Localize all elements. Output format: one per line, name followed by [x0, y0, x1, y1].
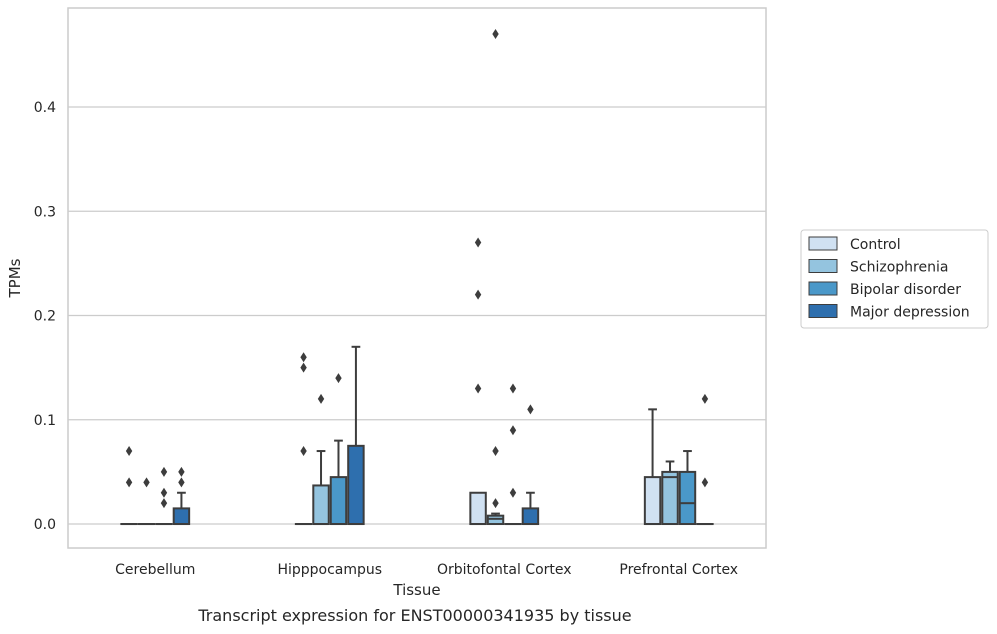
- x-tick-label: Hipppocampus: [277, 562, 382, 578]
- outlier-point: [492, 498, 499, 509]
- y-tick-label: 0.4: [34, 100, 56, 116]
- box-iqr: [329, 476, 348, 526]
- outlier-point: [474, 383, 482, 394]
- outlier-point: [300, 446, 307, 457]
- box-1-1: [312, 393, 330, 526]
- box-0-3: [643, 408, 662, 526]
- box-2-3: [678, 450, 697, 526]
- y-tick-label: 0.3: [34, 204, 56, 220]
- legend: Control Schizophrenia Bipolar disorder Majo…: [800, 229, 989, 329]
- outlier-point: [317, 393, 325, 404]
- outlier-point: [160, 466, 168, 477]
- outlier-point: [492, 29, 499, 40]
- box-iqr: [347, 444, 365, 526]
- x-axis-label: Tissue: [392, 581, 440, 599]
- legend-swatch: [808, 304, 838, 318]
- outlier-point: [300, 352, 307, 363]
- box-marks: [120, 29, 714, 526]
- box-iqr: [312, 484, 330, 526]
- y-tick-label: 0.2: [34, 309, 56, 325]
- legend-frame: [800, 229, 989, 329]
- box-3-0: [172, 466, 191, 526]
- outlier-point: [509, 383, 517, 394]
- legend-label: Control: [850, 237, 901, 253]
- box-iqr: [643, 476, 662, 526]
- legend-label: Bipolar disorder: [850, 282, 961, 298]
- box-iqr: [678, 470, 697, 526]
- chart-caption: Transcript expression for ENST0000034193…: [198, 606, 632, 625]
- outlier-point: [160, 487, 168, 498]
- x-tick-label: Orbitofontal Cortex: [437, 562, 572, 578]
- outlier-point: [527, 404, 534, 415]
- outlier-point: [125, 477, 133, 488]
- box-iqr: [469, 491, 487, 526]
- outlier-point: [474, 237, 482, 248]
- outlier-point: [160, 498, 168, 509]
- box-2-2: [504, 383, 522, 526]
- outlier-point: [178, 477, 185, 488]
- legend-label: Schizophrenia: [850, 260, 948, 276]
- outlier-point: [335, 373, 342, 384]
- box-3-2: [521, 404, 540, 526]
- x-tick-label: Prefrontal Cortex: [619, 562, 738, 578]
- y-axis-ticks: 0.0 0.1 0.2 0.3 0.4: [34, 100, 56, 533]
- outlier-point: [509, 425, 517, 436]
- outlier-point: [300, 362, 307, 373]
- outlier-point: [143, 477, 150, 488]
- box-3-3: [696, 393, 714, 526]
- outlier-point: [125, 446, 133, 457]
- box-2-1: [329, 373, 348, 526]
- box-1-2: [486, 29, 505, 526]
- box-0-1: [294, 352, 313, 526]
- outlier-point: [178, 466, 185, 477]
- outlier-point: [701, 477, 709, 488]
- plot-frame: [67, 7, 767, 549]
- box-1-3: [661, 460, 679, 526]
- box-0-0: [120, 446, 138, 526]
- outlier-point: [474, 289, 482, 300]
- y-tick-label: 0.0: [34, 517, 56, 533]
- box-0-2: [469, 237, 487, 526]
- box-iqr: [661, 470, 679, 526]
- box-iqr: [486, 514, 505, 526]
- y-axis-label: TPMs: [6, 258, 24, 298]
- box-iqr: [521, 507, 540, 526]
- box-3-1: [347, 345, 365, 526]
- x-axis-ticks: Cerebellum Hipppocampus Orbitofontal Corte…: [115, 562, 738, 578]
- x-tick-label: Cerebellum: [115, 562, 195, 578]
- outlier-point: [509, 487, 517, 498]
- y-tick-label: 0.1: [34, 413, 56, 429]
- gridlines: [68, 106, 766, 525]
- legend-swatch: [808, 236, 838, 251]
- outlier-point: [492, 446, 499, 457]
- box-2-0: [155, 466, 173, 526]
- legend-swatch: [808, 281, 838, 296]
- outlier-point: [701, 393, 709, 404]
- box-iqr: [172, 507, 191, 526]
- legend-swatch: [808, 259, 838, 273]
- legend-label: Major depression: [850, 305, 970, 321]
- box-1-0: [137, 477, 156, 526]
